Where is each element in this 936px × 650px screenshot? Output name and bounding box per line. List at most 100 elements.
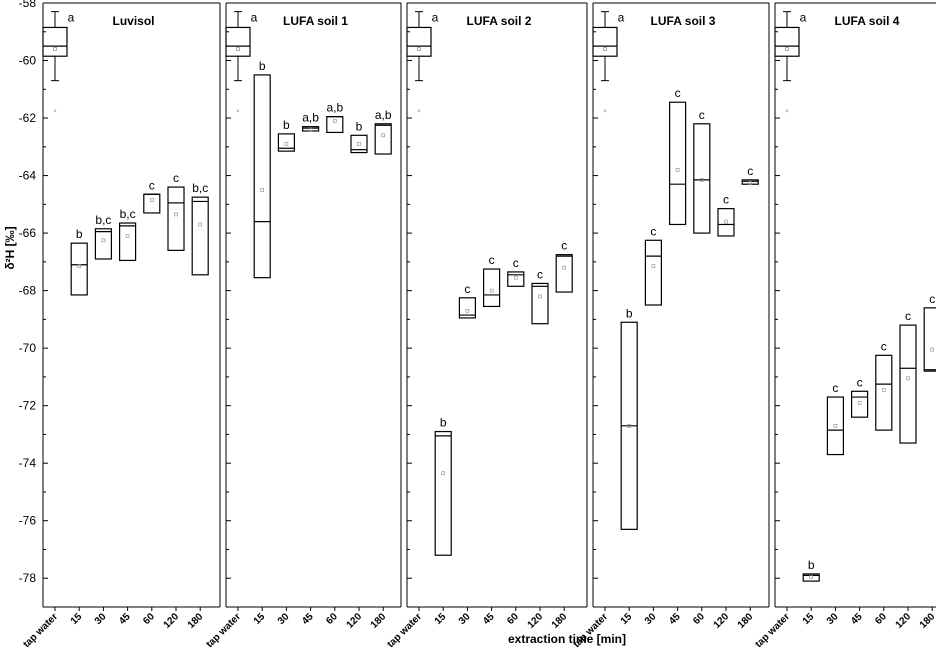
box-180: b,c (191, 181, 209, 276)
box-iqr (923, 307, 936, 372)
box-180: c (923, 292, 936, 372)
x-tick-label: 60 (691, 611, 707, 627)
x-axis-title: extraction time [min] (508, 632, 626, 646)
box-15: b (70, 227, 88, 296)
box-iqr (326, 116, 344, 134)
box-iqr (374, 123, 392, 155)
significance-letter: c (905, 309, 911, 323)
box-15: b (253, 59, 271, 279)
y-tick-label: -72 (19, 399, 37, 413)
box-iqr (70, 242, 88, 296)
x-tick-label: 15 (801, 611, 817, 627)
mean-marker (236, 47, 240, 51)
x-tick-label: 15 (69, 611, 85, 627)
box-120: c (167, 171, 185, 251)
box-iqr (225, 26, 251, 57)
box-120: c (899, 309, 917, 444)
mean-marker (513, 275, 518, 280)
significance-letter: c (857, 375, 863, 389)
x-tick-label: 30 (643, 611, 659, 627)
box-30: c (458, 282, 476, 319)
mean-marker (381, 133, 386, 138)
x-tick-label: 120 (712, 611, 732, 631)
box-iqr (899, 324, 917, 444)
significance-letter: c (650, 224, 656, 238)
outlier-marker: × (785, 109, 789, 115)
significance-letter: c (513, 256, 519, 270)
y-axis-title: δ²H [‰] (3, 226, 17, 269)
significance-letter: b (808, 558, 815, 572)
mean-marker (174, 212, 178, 217)
mean-marker (651, 264, 656, 268)
box-iqr (774, 26, 800, 57)
mean-marker (538, 294, 542, 299)
significance-letter: c (149, 178, 155, 192)
box-iqr (406, 26, 432, 57)
box-45: a,b (302, 111, 319, 132)
significance-letter: a (68, 11, 75, 25)
box-iqr (693, 123, 711, 234)
mean-marker (748, 180, 753, 185)
box-iqr (94, 228, 113, 260)
box-120: b (350, 119, 368, 154)
significance-letter: c (489, 253, 495, 267)
x-tick-label: 15 (252, 611, 268, 627)
x-tick-label: 30 (825, 611, 841, 627)
mean-marker (125, 234, 130, 238)
outlier-marker: × (417, 109, 421, 115)
x-tick-label: 180 (550, 611, 570, 631)
box-30: c (826, 381, 845, 456)
significance-letter: c (929, 292, 935, 306)
significance-letter: a (432, 11, 439, 25)
box-iqr (434, 430, 452, 556)
box-45: c (483, 253, 501, 308)
y-tick-label: -70 (19, 341, 37, 355)
x-tick-label: 120 (894, 611, 914, 631)
significance-letter: c (464, 282, 470, 296)
box-tap-water: ×a (225, 11, 258, 115)
x-tick-label: 30 (276, 611, 292, 627)
mean-marker (809, 574, 814, 579)
significance-letter: b,c (192, 181, 208, 195)
mean-marker (724, 219, 728, 224)
mean-marker (101, 238, 106, 243)
x-tick-label: tap water (385, 611, 424, 650)
significance-letter: b (259, 59, 266, 73)
box-15: b (620, 306, 638, 530)
box-iqr (741, 179, 759, 185)
box-180: a,b (374, 108, 392, 155)
panel-title: Luvisol (112, 14, 154, 28)
box-30: c (644, 224, 663, 306)
box-tap-water: ×a (42, 11, 75, 115)
significance-letter: b (356, 119, 363, 133)
box-iqr (531, 282, 549, 325)
x-tick-label: 15 (433, 611, 449, 627)
mean-marker (489, 288, 494, 293)
box-iqr (167, 186, 185, 251)
panel-title: LUFA soil 2 (467, 14, 532, 28)
y-tick-label: -68 (19, 284, 37, 298)
box-iqr (118, 222, 137, 262)
mean-marker (417, 47, 421, 51)
significance-letter: c (747, 164, 753, 178)
outlier-marker: × (236, 109, 240, 115)
significance-letter: b (76, 227, 83, 241)
mean-marker (357, 142, 361, 146)
box-tap-water: ×a (592, 11, 625, 115)
x-tick-label: 120 (526, 611, 546, 631)
box-30: b (277, 118, 295, 152)
box-iqr (143, 193, 161, 214)
x-tick-label: tap water (21, 611, 60, 650)
box-iqr (555, 254, 573, 293)
mean-marker (441, 471, 446, 476)
significance-letter: c (832, 381, 838, 395)
box-iqr (253, 74, 271, 279)
significance-letter: a (800, 11, 807, 25)
mean-marker (562, 265, 567, 270)
y-axis-tick-labels: -58 -60 -62 -64 -66 -68 -70 -72 -74 -76 -78 (19, 0, 37, 585)
x-tick-label: 120 (162, 611, 182, 631)
significance-letter: a,b (326, 101, 343, 115)
box-60: c (507, 256, 525, 287)
